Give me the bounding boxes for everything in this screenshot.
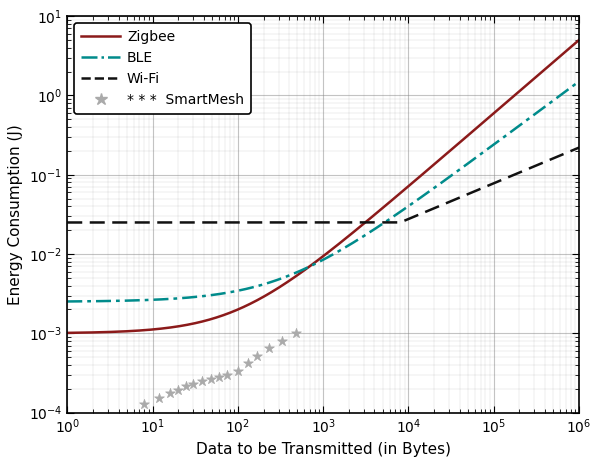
Y-axis label: Energy Consumption (J): Energy Consumption (J) (8, 124, 23, 305)
Wi-Fi (157, 219, 164, 225)
SmartMesh (173, 386, 183, 393)
Wi-Fi (484, 183, 491, 188)
SmartMesh (243, 359, 253, 367)
Wi-Fi (64, 219, 71, 225)
X-axis label: Data to be Transmitted (in Bytes): Data to be Transmitted (in Bytes) (196, 442, 451, 457)
BLE (397, 209, 404, 215)
SmartMesh (291, 330, 301, 337)
Line: Zigbee: Zigbee (67, 40, 579, 333)
BLE (157, 297, 164, 302)
BLE (64, 299, 71, 304)
SmartMesh (233, 367, 242, 374)
SmartMesh (253, 352, 262, 359)
Zigbee (484, 115, 491, 121)
SmartMesh (182, 383, 191, 390)
Wi-Fi (575, 145, 583, 150)
SmartMesh (277, 337, 287, 345)
SmartMesh (165, 390, 175, 397)
SmartMesh (214, 373, 224, 381)
SmartMesh (139, 400, 149, 407)
Zigbee (446, 149, 453, 154)
Legend: Zigbee, BLE, Wi-Fi, * * *  SmartMesh: Zigbee, BLE, Wi-Fi, * * * SmartMesh (74, 23, 251, 114)
SmartMesh (264, 345, 274, 352)
BLE (259, 282, 266, 287)
Wi-Fi (371, 219, 378, 225)
Wi-Fi (259, 219, 266, 225)
SmartMesh (154, 394, 164, 401)
SmartMesh (223, 371, 232, 379)
Zigbee (575, 37, 583, 43)
SmartMesh (188, 380, 198, 388)
Wi-Fi (446, 199, 453, 205)
SmartMesh (197, 378, 207, 385)
Zigbee (259, 294, 266, 300)
Zigbee (157, 326, 164, 332)
BLE (371, 226, 378, 232)
BLE (484, 146, 491, 152)
Zigbee (64, 330, 71, 336)
Line: BLE: BLE (67, 81, 579, 301)
Line: Wi-Fi: Wi-Fi (67, 147, 579, 222)
Zigbee (397, 191, 404, 196)
BLE (575, 79, 583, 84)
SmartMesh (206, 375, 215, 383)
Zigbee (371, 212, 378, 218)
Wi-Fi (397, 219, 404, 225)
BLE (446, 174, 453, 180)
